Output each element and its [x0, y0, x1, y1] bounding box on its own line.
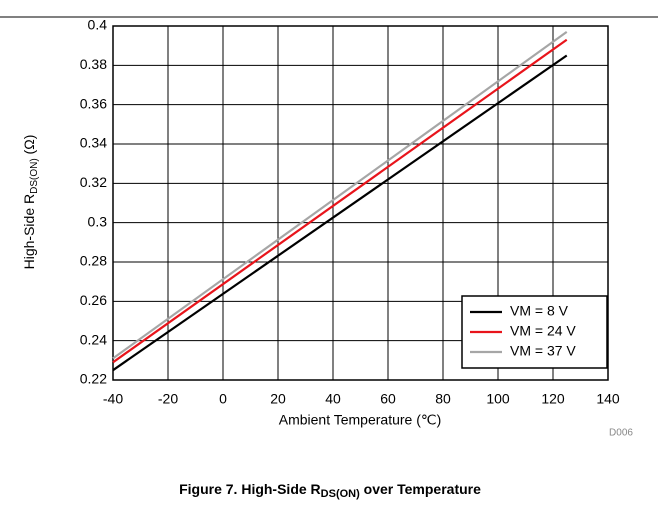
x-tick-label: 60 [380, 391, 396, 407]
x-tick-label: 80 [435, 391, 451, 407]
caption: Figure 7. High-Side RDS(ON) over Tempera… [179, 481, 481, 500]
x-axis-label: Ambient Temperature (℃) [279, 412, 442, 428]
y-tick-label: 0.28 [80, 253, 107, 269]
y-tick-label: 0.4 [88, 17, 108, 33]
y-tick-label: 0.36 [80, 95, 107, 111]
series-line [112, 38, 568, 364]
x-tick-label: 20 [270, 391, 286, 407]
x-tick-label: 40 [325, 391, 341, 407]
x-tick-label: -40 [103, 391, 123, 407]
figure-code: D006 [609, 428, 633, 439]
x-tick-label: -20 [158, 391, 178, 407]
y-tick-label: 0.24 [80, 331, 107, 347]
x-tick-label: 140 [596, 391, 620, 407]
legend-label: VM = 37 V [510, 343, 576, 359]
y-tick-label: 0.38 [80, 56, 107, 72]
series-line [112, 31, 568, 360]
y-tick-label: 0.34 [80, 135, 107, 151]
y-tick-label: 0.22 [80, 371, 107, 387]
plot-frame [112, 25, 609, 381]
y-tick-label: 0.3 [88, 213, 108, 229]
y-axis-label: High-Side RDS(ON) (Ω) [21, 135, 40, 270]
x-tick-label: 120 [541, 391, 565, 407]
x-tick-label: 100 [486, 391, 510, 407]
legend-label: VM = 24 V [510, 323, 576, 339]
series-line [112, 54, 568, 372]
y-tick-label: 0.32 [80, 174, 107, 190]
x-tick-label: 0 [219, 391, 227, 407]
legend-label: VM = 8 V [510, 303, 569, 319]
y-tick-label: 0.26 [80, 292, 107, 308]
